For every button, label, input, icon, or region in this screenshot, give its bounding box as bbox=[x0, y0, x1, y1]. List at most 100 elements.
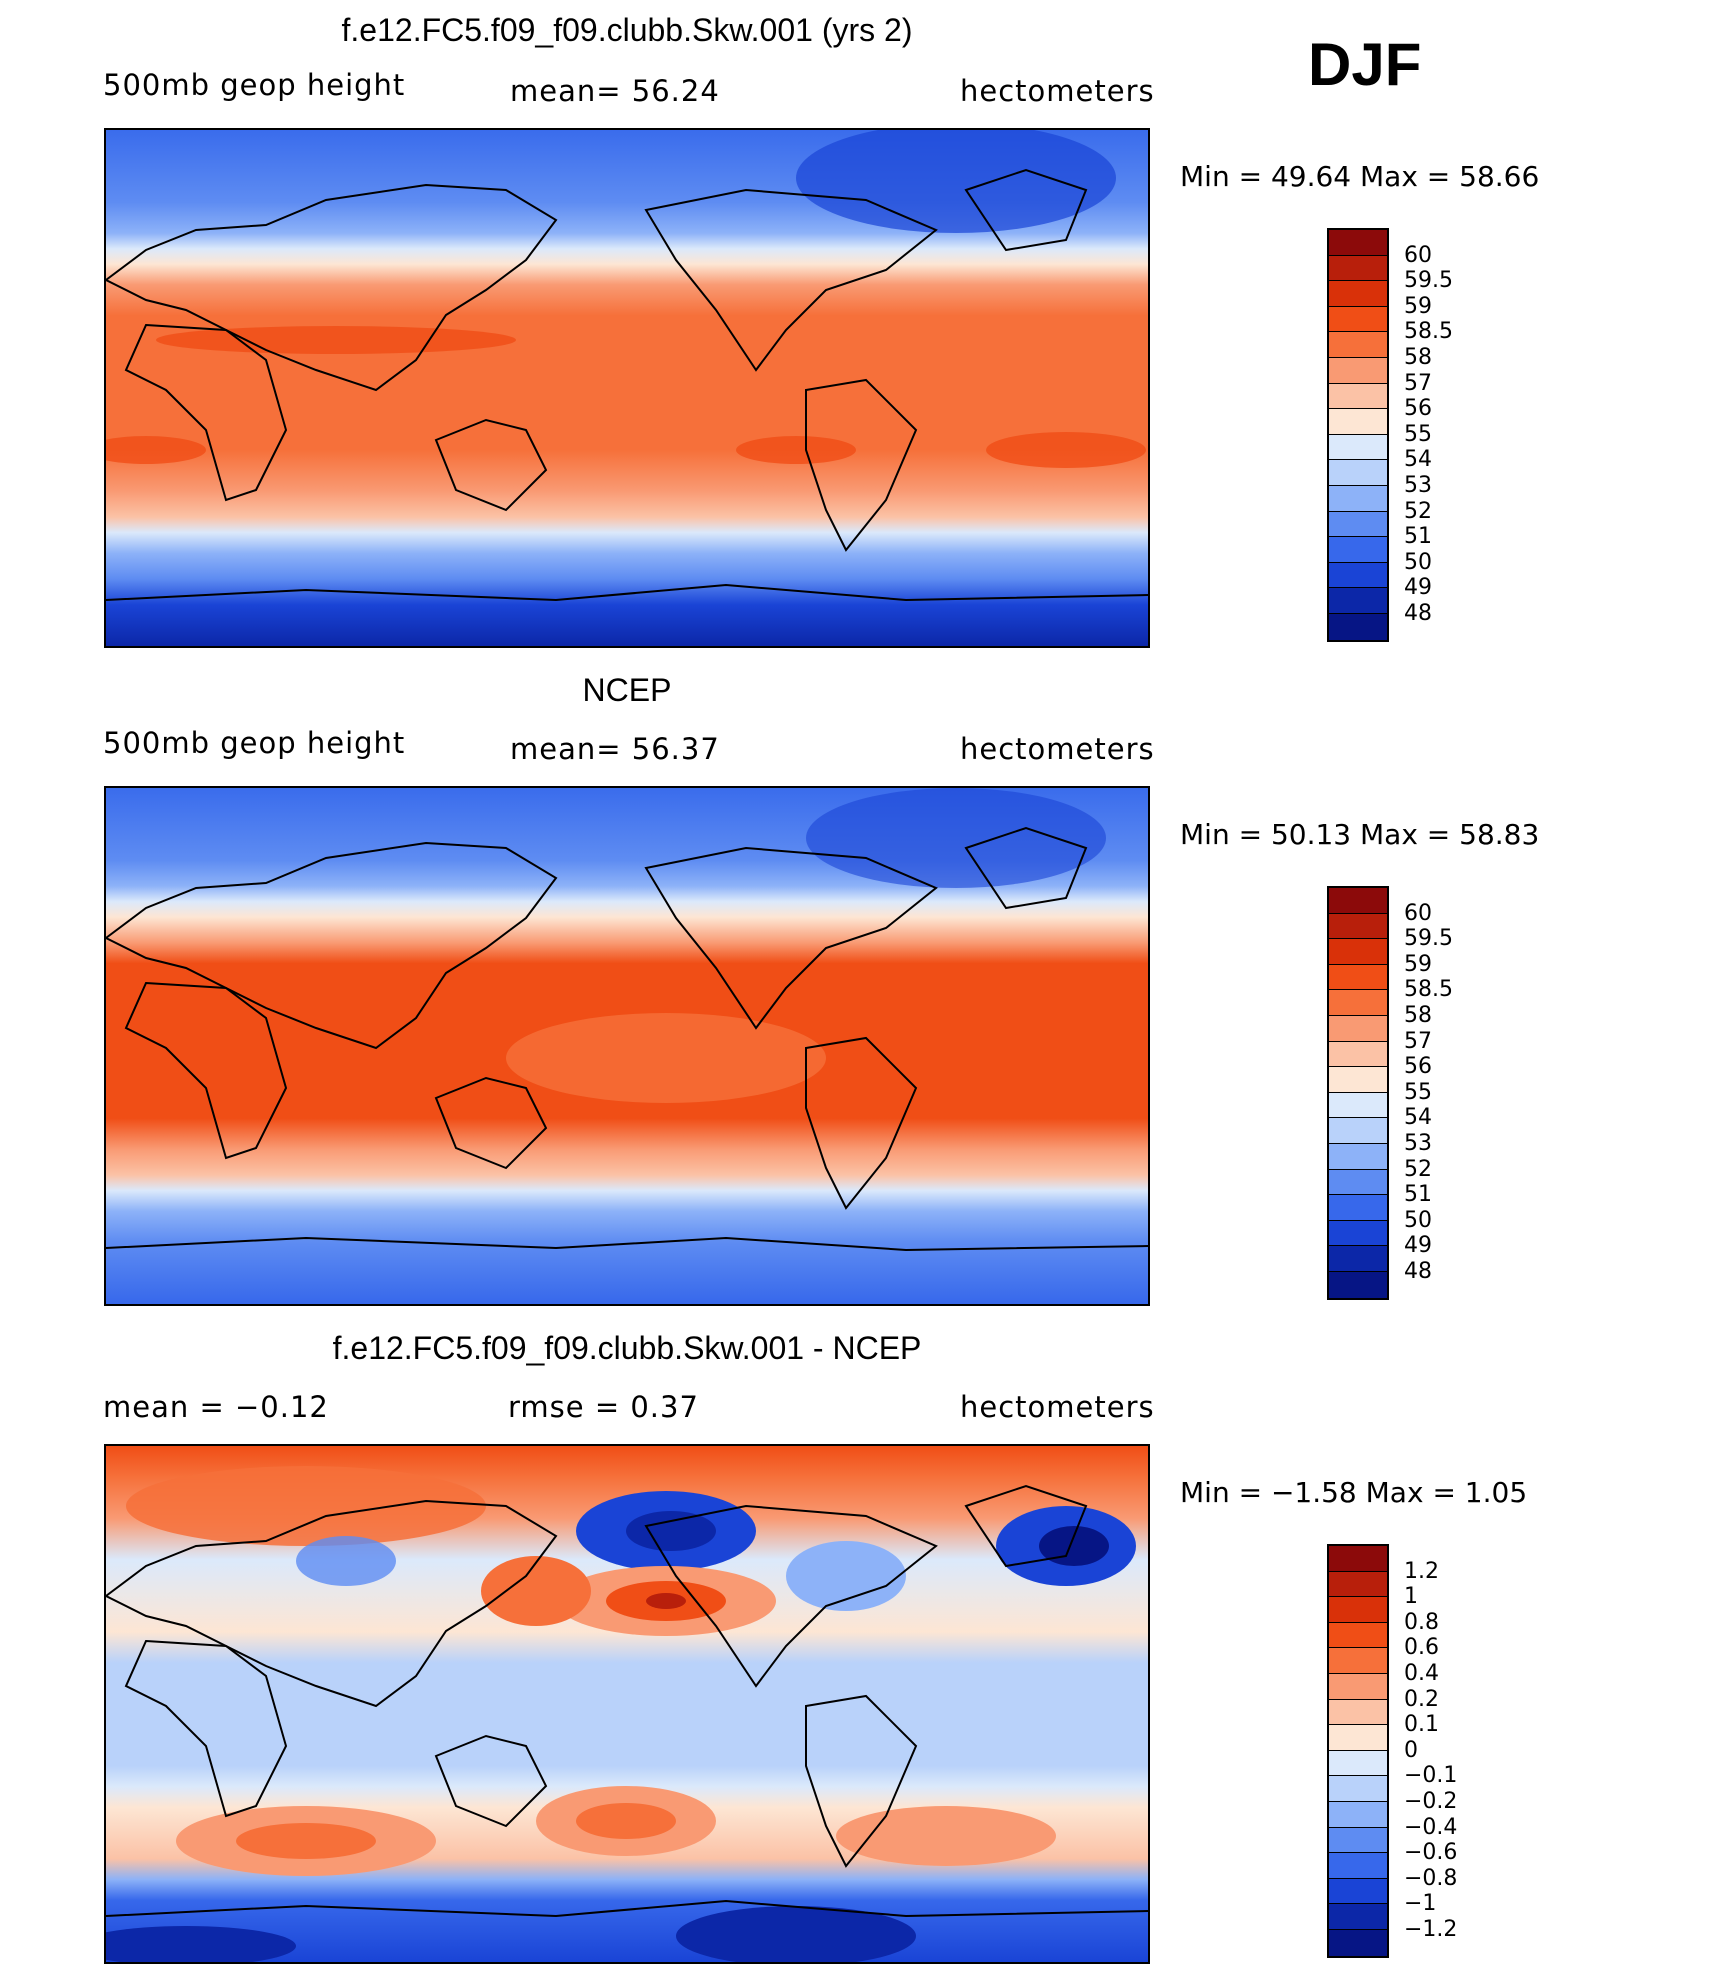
panel-1-colorbar-swatch bbox=[1329, 332, 1387, 358]
panel-1-colorbar-tick-label: 52 bbox=[1404, 498, 1432, 524]
panel-2-colorbar-tick-label: 54 bbox=[1404, 1105, 1432, 1131]
panel-3-colorbar-tick-label: 0 bbox=[1404, 1737, 1418, 1763]
panel-3-colorbar-tick-label: −0.6 bbox=[1404, 1840, 1458, 1866]
panel-1-colorbar-swatch bbox=[1329, 562, 1387, 589]
panel-1-colorbar-tick-label: 49 bbox=[1404, 575, 1432, 601]
panel-2-colorbar-tick-label: 59.5 bbox=[1404, 926, 1453, 952]
panel-2-colorbar-swatch bbox=[1329, 1220, 1387, 1247]
panel-1-colorbar-swatch bbox=[1329, 281, 1387, 307]
panel-3-colorbar-swatch bbox=[1329, 1546, 1387, 1572]
panel-1-colorbar-tick-label: 53 bbox=[1404, 473, 1432, 498]
panel-3-minmax: Min = −1.58 Max = 1.05 bbox=[1180, 1476, 1528, 1509]
panel-1-colorbar-swatch bbox=[1329, 230, 1387, 256]
panel-3-colorbar-tick-label: 1.2 bbox=[1404, 1558, 1439, 1584]
panel-2-colorbar-tick-label: 56 bbox=[1404, 1054, 1432, 1080]
panel-3-colorbar-swatch bbox=[1329, 1904, 1387, 1930]
panel-1-colorbar-tick-label: 56 bbox=[1404, 396, 1432, 422]
panel-3-colorbar-swatch bbox=[1329, 1801, 1387, 1828]
panel-1-map bbox=[104, 128, 1150, 648]
panel-1-units-label: hectometers bbox=[960, 74, 1155, 108]
panel-2-minmax: Min = 50.13 Max = 58.83 bbox=[1180, 818, 1540, 851]
panel-3-rmse-label: rmse = 0.37 bbox=[508, 1390, 699, 1424]
panel-2-colorbar-tick-label: 57 bbox=[1404, 1028, 1432, 1054]
panel-3-colorbar-swatch bbox=[1329, 1622, 1387, 1649]
panel-2-colorbar-tick-label: 51 bbox=[1404, 1182, 1432, 1208]
panel-2-colorbar-swatch bbox=[1329, 1246, 1387, 1272]
panel-2-colorbar-tick-label: 49 bbox=[1404, 1233, 1432, 1259]
panel-1-colorbar-swatch bbox=[1329, 434, 1387, 461]
panel-3-colorbar-swatch bbox=[1329, 1878, 1387, 1905]
panel-1-title: f.e12.FC5.f09_f09.clubb.Skw.001 (yrs 2) bbox=[341, 12, 913, 48]
panel-3-colorbar-tick-label: 0.2 bbox=[1404, 1686, 1439, 1712]
panel-1-colorbar-tick-label: 58.5 bbox=[1404, 319, 1453, 345]
panel-2-colorbar-swatch bbox=[1329, 1015, 1387, 1042]
panel-3-colorbar-tick-label: 1 bbox=[1404, 1584, 1418, 1610]
panel-1-colorbar-tick-label: 60 bbox=[1404, 242, 1432, 268]
panel-1-colorbar-tick-label: 55 bbox=[1404, 421, 1432, 447]
panel-2-map bbox=[104, 786, 1150, 1306]
panel-2-colorbar-swatch bbox=[1329, 1271, 1387, 1298]
panel-3-colorbar-tick-label: −0.4 bbox=[1404, 1814, 1458, 1840]
panel-1-colorbar-swatch bbox=[1329, 537, 1387, 563]
panel-1-colorbar-swatch bbox=[1329, 306, 1387, 333]
panel-3-mean-label: mean = −0.12 bbox=[103, 1390, 329, 1424]
panel-2-colorbar-swatch bbox=[1329, 939, 1387, 965]
panel-3-colorbar-swatch bbox=[1329, 1597, 1387, 1623]
panel-2-colorbar-tick-label: 60 bbox=[1404, 900, 1432, 926]
panel-1-colorbar-swatch bbox=[1329, 255, 1387, 282]
panel-3-units-label: hectometers bbox=[960, 1390, 1155, 1424]
panel-2-colorbar-tick-label: 53 bbox=[1404, 1131, 1432, 1156]
panel-3-colorbar-swatch bbox=[1329, 1725, 1387, 1751]
panel-3-colorbar-tick-label: −0.1 bbox=[1404, 1763, 1458, 1789]
panel-3-colorbar-tick-label: −0.8 bbox=[1404, 1865, 1458, 1891]
panel-1-colorbar-swatch bbox=[1329, 613, 1387, 640]
panel-2-colorbar-swatch bbox=[1329, 990, 1387, 1016]
panel-3-colorbar-swatch bbox=[1329, 1673, 1387, 1700]
panel-3-map bbox=[104, 1444, 1150, 1964]
panel-1-minmax: Min = 49.64 Max = 58.66 bbox=[1180, 160, 1540, 193]
panel-3-colorbar bbox=[1327, 1544, 1389, 1958]
panel-3-colorbar-tick-label: −1.2 bbox=[1404, 1917, 1458, 1942]
panel-2-field bbox=[106, 788, 1148, 1304]
panel-1-colorbar bbox=[1327, 228, 1389, 642]
panel-3-colorbar-swatch bbox=[1329, 1827, 1387, 1854]
season-label: DJF bbox=[1308, 31, 1422, 98]
panel-2-colorbar-swatch bbox=[1329, 1169, 1387, 1196]
panel-1-colorbar-tick-label: 51 bbox=[1404, 524, 1432, 550]
panel-1-variable-label: 500mb geop height bbox=[103, 68, 406, 102]
panel-3-title: f.e12.FC5.f09_f09.clubb.Skw.001 - NCEP bbox=[332, 1330, 922, 1366]
panel-1-colorbar-swatch bbox=[1329, 409, 1387, 435]
panel-2-colorbar-swatch bbox=[1329, 1143, 1387, 1170]
panel-1-colorbar-tick-label: 54 bbox=[1404, 447, 1432, 473]
panel-2-title: NCEP bbox=[582, 672, 672, 708]
panel-2-colorbar-tick-label: 50 bbox=[1404, 1207, 1432, 1233]
panel-3-colorbar-swatch bbox=[1329, 1853, 1387, 1879]
panel-2-colorbar-swatch bbox=[1329, 1092, 1387, 1119]
panel-1-colorbar-tick-label: 59.5 bbox=[1404, 268, 1453, 294]
panel-2-mean-label: mean= 56.37 bbox=[510, 732, 720, 766]
panel-2-colorbar-swatch bbox=[1329, 913, 1387, 940]
panel-3-colorbar-tick-label: 0.6 bbox=[1404, 1635, 1439, 1661]
panel-3-colorbar-swatch bbox=[1329, 1929, 1387, 1956]
panel-3-colorbar-swatch bbox=[1329, 1648, 1387, 1674]
panel-2-colorbar-tick-label: 55 bbox=[1404, 1079, 1432, 1105]
panel-1-colorbar-tick-label: 59 bbox=[1404, 293, 1432, 319]
panel-2-colorbar-swatch bbox=[1329, 888, 1387, 914]
panel-2-colorbar bbox=[1327, 886, 1389, 1300]
panel-1-field bbox=[106, 130, 1148, 646]
panel-3-colorbar-swatch bbox=[1329, 1750, 1387, 1777]
panel-3-colorbar-tick-label: 0.4 bbox=[1404, 1661, 1439, 1686]
panel-1-mean-label: mean= 56.24 bbox=[510, 74, 720, 108]
panel-1-colorbar-tick-label: 58 bbox=[1404, 345, 1432, 370]
panel-3-colorbar-tick-label: 0.1 bbox=[1404, 1712, 1439, 1738]
panel-3-colorbar-tick-label: −1 bbox=[1404, 1891, 1437, 1917]
panel-1-colorbar-swatch bbox=[1329, 383, 1387, 410]
panel-1-colorbar-tick-label: 48 bbox=[1404, 601, 1432, 626]
panel-1-colorbar-swatch bbox=[1329, 357, 1387, 384]
panel-1-colorbar-swatch bbox=[1329, 588, 1387, 614]
panel-2-colorbar-swatch bbox=[1329, 1118, 1387, 1144]
panel-3-colorbar-tick-label: −0.2 bbox=[1404, 1789, 1458, 1814]
panel-2-colorbar-tick-label: 58.5 bbox=[1404, 977, 1453, 1003]
panel-2-colorbar-tick-label: 59 bbox=[1404, 951, 1432, 977]
panel-2-colorbar-swatch bbox=[1329, 1067, 1387, 1093]
